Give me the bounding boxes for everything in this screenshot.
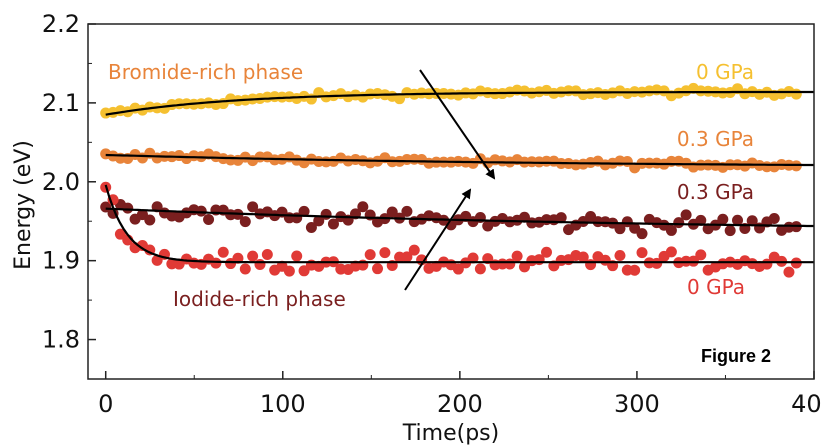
x-tick-label: 400 [791,390,822,418]
data-point-series-4 [291,250,303,262]
data-point-series-4 [261,248,273,260]
data-point-series-3 [386,206,398,218]
data-point-series-3 [401,205,413,217]
data-point-series-4 [518,261,530,273]
data-point-series-4 [629,264,641,276]
y-tick-label: 1.8 [42,326,80,354]
data-point-series-3 [122,202,134,214]
data-point-series-3 [636,228,648,240]
data-point-series-4 [408,244,420,256]
data-point-series-3 [298,205,310,217]
data-point-series-4 [232,252,244,264]
data-point-series-4 [114,228,126,240]
data-point-series-4 [372,263,384,275]
y-tick-label: 1.9 [42,247,80,275]
legend-label-series-4: 0 GPa [687,275,745,299]
fit-lines-layer [104,90,814,264]
data-point-series-4 [541,246,553,258]
data-point-series-4 [401,251,413,263]
data-point-series-1 [790,88,802,100]
data-point-series-3 [614,223,626,235]
data-point-series-4 [283,265,295,277]
data-point-series-3 [673,217,685,229]
x-tick-label: 100 [260,390,306,418]
data-point-series-4 [577,251,589,263]
data-point-series-3 [203,214,215,226]
legend-label-series-2: 0.3 GPa [677,127,754,151]
y-tick-label: 2.1 [42,89,80,117]
fit-line-series-3 [105,207,814,228]
plot-frame [87,23,815,380]
annotation-iodide-rich-phase: Iodide-rich phase [173,287,346,311]
x-tick-label: 200 [437,390,483,418]
data-point-series-3 [239,216,251,228]
arrow-bromide-pressure [419,69,496,180]
data-point-series-4 [247,250,259,262]
data-point-series-4 [217,246,229,258]
data-point-series-4 [651,257,663,269]
data-point-series-4 [614,249,626,261]
data-point-series-3 [724,225,736,237]
data-point-series-3 [144,214,156,226]
y-tick-label: 2.0 [42,168,80,196]
data-point-series-4 [783,266,795,278]
fit-line-series-2 [105,153,814,167]
data-point-series-3 [768,213,780,225]
data-point-series-3 [313,215,325,227]
data-point-series-3 [195,205,207,217]
arrow-iodide-pressure [404,188,472,291]
data-point-series-4 [210,257,222,269]
data-point-series-4 [151,254,163,266]
data-point-series-3 [717,213,729,225]
y-tick-label: 2.2 [42,10,80,38]
data-point-series-4 [665,246,677,258]
data-point-series-3 [555,212,567,224]
x-axis-title: Time(ps) [402,421,499,446]
y-axis-title: Energy (eV) [11,140,36,270]
fit-line-series-1 [105,90,814,116]
data-point-series-4 [474,263,486,275]
data-point-series-4 [636,247,648,259]
data-point-series-3 [665,224,677,236]
data-point-series-4 [254,258,266,270]
data-point-series-4 [467,252,479,264]
data-point-series-3 [305,221,317,233]
data-point-series-3 [621,216,633,228]
legend-label-series-3: 0.3 GPa [677,180,754,204]
data-point-series-4 [695,249,707,261]
data-point-series-4 [379,247,391,259]
figure-label: Figure 2 [701,346,771,366]
data-point-series-4 [239,263,251,275]
fit-line-series-4 [104,184,814,264]
data-point-series-3 [247,201,259,213]
data-point-series-3 [732,214,744,226]
data-point-series-3 [327,218,339,230]
x-tick-label: 0 [98,390,113,418]
data-point-series-3 [320,208,332,220]
data-point-series-4 [452,263,464,275]
data-point-series-4 [364,249,376,261]
legend-label-series-1: 0 GPa [696,60,754,84]
data-point-series-3 [695,214,707,226]
data-point-series-3 [680,209,692,221]
annotation-bromide-rich-phase: Bromide-rich phase [108,60,303,84]
axis-ticks-layer: 0 100 200 300 400 1.8 1.9 2.0 2.1 2.2 [42,10,822,418]
data-point-series-1 [394,93,406,105]
x-tick-label: 300 [614,390,660,418]
data-point-series-3 [746,215,758,227]
data-point-series-3 [357,201,369,213]
data-point-series-4 [511,250,523,262]
